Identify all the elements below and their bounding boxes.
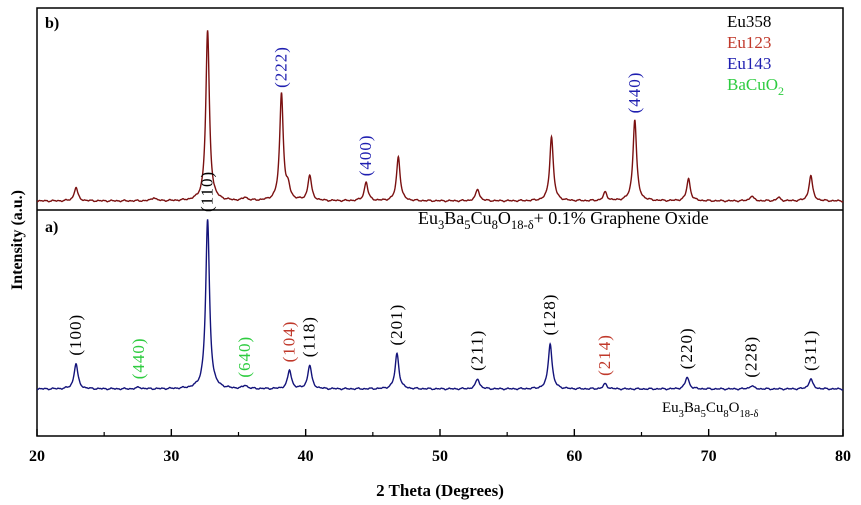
x-tick-label: 40 xyxy=(298,448,314,465)
peak-label: (640) xyxy=(235,336,254,378)
pattern-line-b xyxy=(36,30,844,203)
panel-label-a: a) xyxy=(45,219,58,236)
y-axis-label: Intensity (a.u.) xyxy=(9,190,26,290)
series-name-b: Eu3Ba5Cu8O18-δ+ 0.1% Graphene Oxide xyxy=(418,208,709,232)
pattern-line-a xyxy=(36,219,844,391)
series-labels: Eu3Ba5Cu8O18-δ+ 0.1% Graphene Oxide Eu3Ba… xyxy=(418,208,758,420)
x-tick-label: 70 xyxy=(701,448,717,465)
peak-label: (214) xyxy=(595,334,614,376)
x-tick-label: 60 xyxy=(566,448,582,465)
peak-label: (201) xyxy=(387,304,406,346)
legend: Eu358 Eu123 Eu143 BaCuO2 xyxy=(727,12,784,98)
x-axis-label: 2 Theta (Degrees) xyxy=(376,481,504,500)
peak-label: (400) xyxy=(356,134,375,176)
series-layer xyxy=(36,30,844,391)
peak-label: (222) xyxy=(272,46,291,88)
legend-entry: Eu123 xyxy=(727,33,771,52)
peak-label: (118) xyxy=(300,316,319,357)
x-tick-label: 80 xyxy=(835,448,851,465)
peak-label: (440) xyxy=(625,72,644,114)
legend-entry: Eu358 xyxy=(727,12,771,31)
x-tick-label: 20 xyxy=(29,448,45,465)
legend-entry: Eu143 xyxy=(727,54,771,73)
legend-entry: BaCuO2 xyxy=(727,75,784,98)
peak-annotations: (222) (400) (440) (100) (440) (110) (640) (104)… xyxy=(66,46,820,379)
x-axis-ticks: 20 30 40 50 60 70 80 xyxy=(29,429,851,465)
peak-label: (211) xyxy=(468,330,487,371)
series-name-a: Eu3Ba5Cu8O18-δ xyxy=(662,400,758,420)
peak-label: (128) xyxy=(540,294,559,336)
peak-label: (220) xyxy=(677,327,696,369)
peak-label: (228) xyxy=(742,336,761,378)
peak-label: (440) xyxy=(129,337,148,379)
x-tick-label: 50 xyxy=(432,448,448,465)
panel-label-b: b) xyxy=(45,15,59,32)
peak-label: (110) xyxy=(198,171,217,212)
peak-label: (100) xyxy=(66,314,85,356)
peak-label: (104) xyxy=(280,321,299,363)
x-tick-label: 30 xyxy=(163,448,179,465)
peak-label: (311) xyxy=(801,330,820,371)
